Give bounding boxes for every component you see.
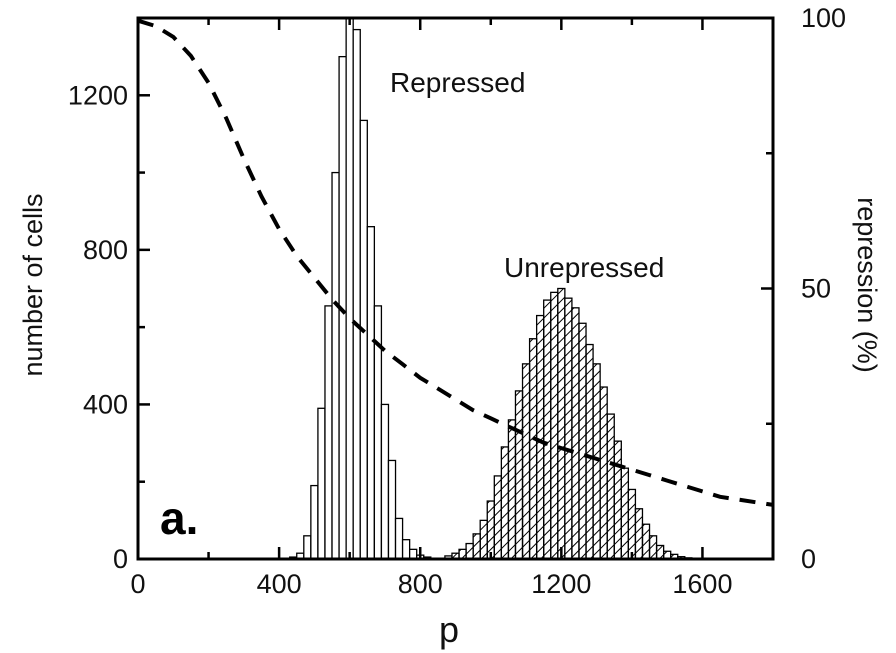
unrepressed-bar (648, 535, 658, 560)
unrepressed-bar (465, 542, 474, 560)
unrepressed-bar (634, 508, 644, 560)
repressed-bar (331, 171, 340, 560)
y-tick-label: 800 (83, 235, 128, 265)
unrepressed-bar (507, 419, 517, 560)
unrepressed-bar (514, 390, 524, 560)
unrepressed-bar (578, 322, 587, 560)
unrepressed-label: Unrepressed (504, 252, 664, 283)
repressed-bar (303, 535, 312, 560)
unrepressed-bar (535, 314, 545, 560)
y-tick-label: 1200 (68, 80, 128, 110)
unrepressed-bar (613, 440, 622, 560)
panel-label: a. (160, 492, 198, 544)
repressed-label: Repressed (390, 67, 525, 98)
x-axis-title: p (439, 609, 459, 650)
unrepressed-bar (521, 363, 531, 560)
plot-frame (136, 16, 775, 561)
y2-axis-title: repression (%) (852, 197, 882, 373)
y-tick-label: 400 (83, 389, 128, 419)
repression-curve (137, 18, 774, 507)
x-axis-ticks: 0 400 800 1200 1600 (130, 18, 775, 599)
x-tick-label: 1600 (672, 569, 732, 599)
x-tick-label: 1200 (531, 569, 591, 599)
repressed-bar (324, 305, 333, 560)
unrepressed-bar (606, 413, 615, 560)
unrepressed-bar (500, 446, 510, 560)
repressed-bar (394, 517, 404, 560)
y2-tick-label: 50 (801, 274, 831, 304)
repressed-bar (366, 226, 376, 560)
unrepressed-bar (592, 363, 601, 560)
repressed-bar (317, 407, 326, 560)
unrepressed-bar (479, 519, 488, 560)
unrepressed-histogram (444, 287, 693, 560)
unrepressed-bar (620, 467, 630, 560)
x-tick-label: 0 (130, 569, 145, 599)
unrepressed-bar (493, 475, 503, 560)
repressed-bar (352, 28, 361, 560)
x-tick-label: 400 (257, 569, 302, 599)
y2-tick-label: 100 (801, 3, 846, 33)
repressed-bar (310, 484, 319, 560)
unrepressed-bar (585, 343, 594, 560)
unrepressed-bar (655, 544, 665, 560)
unrepressed-bar (550, 291, 559, 560)
unrepressed-bar (528, 338, 538, 560)
y2-tick-label: 0 (801, 544, 816, 574)
repressed-bar (387, 459, 397, 560)
unrepressed-bar (599, 386, 608, 560)
y2-axis-ticks: 0 50 100 (761, 3, 846, 574)
unrepressed-bar (557, 287, 566, 560)
x-tick-label: 800 (398, 569, 443, 599)
y-axis-title: number of cells (18, 193, 48, 376)
unrepressed-bar (486, 500, 495, 560)
y-axis-ticks: 0 400 800 1200 (68, 16, 150, 574)
unrepressed-bar (571, 307, 580, 560)
unrepressed-bar (564, 297, 573, 560)
unrepressed-bar (472, 533, 481, 560)
repressed-bar (401, 539, 411, 560)
y-tick-label: 0 (113, 544, 128, 574)
unrepressed-bar (543, 299, 552, 560)
repressed-bar (380, 403, 390, 560)
repressed-histogram (289, 17, 432, 560)
repressed-bar (359, 119, 368, 560)
unrepressed-bar (627, 488, 637, 560)
repressed-bar (345, 17, 354, 560)
unrepressed-bar (641, 523, 651, 560)
